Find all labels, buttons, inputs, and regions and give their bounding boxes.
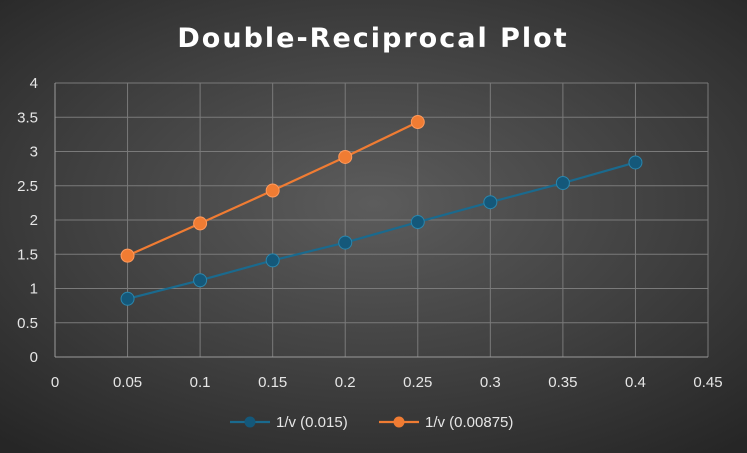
y-tick-label: 1 [30,281,38,298]
data-point [338,149,353,164]
y-tick-label: 2.5 [17,178,38,195]
x-tick-label: 0 [51,374,59,391]
data-point [338,235,353,250]
series-2 [120,115,425,263]
y-tick-label: 0.5 [17,315,38,332]
data-point [193,273,208,288]
x-tick-label: 0.05 [113,374,142,391]
x-tick-label: 0.2 [335,374,356,391]
legend-marker [393,416,405,428]
x-tick-label: 0.35 [548,374,577,391]
x-tick-label: 0.25 [403,374,432,391]
data-point [193,216,208,231]
data-point [410,115,425,130]
data-point [483,195,498,210]
y-tick-label: 2 [30,212,38,229]
grid [55,82,709,357]
legend-item-1: 1/v (0.015) [230,414,348,431]
x-tick-label: 0.1 [190,374,211,391]
data-point [628,155,643,170]
legend: 1/v (0.015) 1/v (0.00875) [230,414,513,431]
y-tick-label: 0 [30,349,38,366]
data-point [120,291,135,306]
y-tick-label: 1.5 [17,246,38,263]
series-1 [120,155,643,306]
series-layer [120,115,643,306]
x-tick-label: 0.4 [625,374,646,391]
axes: 0 0.5 1 1.5 2 2.5 3 3.5 4 0 0.05 0.1 0.15 0.2 0.25 0.3 0… [17,75,722,391]
x-tick-label: 0.3 [480,374,501,391]
data-point [410,215,425,230]
x-tick-label: 0.15 [258,374,287,391]
legend-label: 1/v (0.015) [276,414,348,431]
y-tick-label: 3 [30,144,38,161]
legend-item-2: 1/v (0.00875) [379,414,513,431]
data-point [265,183,280,198]
data-point [265,253,280,268]
series-line [127,161,636,300]
y-tick-label: 3.5 [17,109,38,126]
legend-marker [244,416,256,428]
y-tick-label: 4 [30,75,38,92]
data-point [120,248,135,263]
legend-label: 1/v (0.00875) [425,414,513,431]
chart-title: Double-Reciprocal Plot [177,23,568,54]
x-tick-label: 0.45 [693,374,722,391]
data-point [555,176,570,191]
